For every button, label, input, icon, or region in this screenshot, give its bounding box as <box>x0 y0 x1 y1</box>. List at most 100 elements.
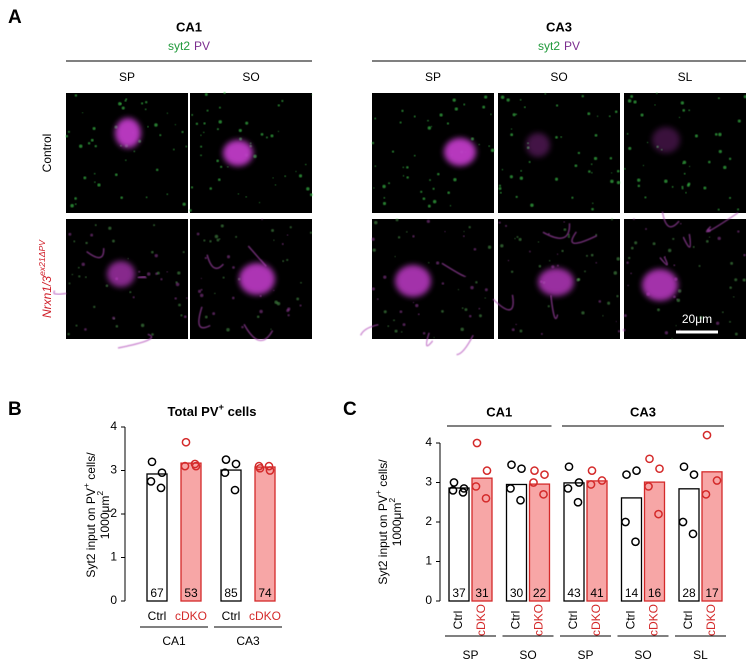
y-axis-label-part: 2 <box>387 498 397 503</box>
fiber <box>425 332 434 347</box>
speck <box>67 332 70 336</box>
speck <box>180 314 183 317</box>
speck <box>309 193 313 197</box>
x-tick-label: cDKO <box>474 604 488 636</box>
speck <box>729 320 731 323</box>
speck <box>140 323 145 328</box>
speck <box>444 230 446 233</box>
data-point <box>586 480 596 489</box>
speck <box>374 165 377 167</box>
speck <box>511 328 515 332</box>
speck <box>484 288 488 292</box>
data-point <box>645 454 654 464</box>
speck <box>281 243 284 246</box>
speck <box>737 208 740 211</box>
speck <box>681 185 684 188</box>
speck <box>90 138 94 142</box>
speck <box>371 237 375 241</box>
speck <box>231 296 235 300</box>
speck <box>94 224 97 227</box>
speck <box>415 303 419 308</box>
data-point <box>574 478 584 487</box>
micrograph <box>492 218 621 339</box>
speck <box>482 105 486 109</box>
bar <box>643 481 666 602</box>
speck <box>218 106 221 109</box>
speck <box>204 315 208 319</box>
speck <box>555 104 559 107</box>
speck <box>245 196 247 198</box>
speck <box>729 286 732 289</box>
speck <box>212 312 216 316</box>
x-tick-label: Ctrl <box>148 609 167 623</box>
y-tick-label: 2 <box>110 506 117 520</box>
speck <box>478 307 481 310</box>
speck <box>630 95 634 98</box>
speck <box>733 296 735 298</box>
layer-label: SL <box>693 648 708 662</box>
speck <box>581 95 584 98</box>
speck <box>120 196 123 199</box>
speck <box>430 125 433 128</box>
speck <box>656 92 658 94</box>
speck <box>682 162 684 165</box>
speck <box>220 165 223 168</box>
speck <box>686 183 690 187</box>
y-tick-label: 4 <box>425 435 432 449</box>
bar <box>220 469 242 602</box>
speck <box>623 314 627 318</box>
speck <box>85 241 88 245</box>
speck <box>406 176 409 179</box>
speck <box>628 256 631 260</box>
data-point <box>530 466 539 475</box>
y-tick-label: 0 <box>110 593 117 607</box>
speck <box>105 284 109 288</box>
speck <box>422 331 426 335</box>
data-point <box>458 488 468 497</box>
layer-label: SP <box>119 70 135 84</box>
speck <box>121 106 125 110</box>
data-point <box>573 497 583 507</box>
n-label: 30 <box>510 586 524 600</box>
speck <box>299 304 302 307</box>
speck <box>510 270 514 274</box>
speck <box>577 278 581 281</box>
speck <box>528 161 531 164</box>
speck <box>387 325 390 328</box>
speck <box>295 170 297 173</box>
speck <box>734 332 738 336</box>
speck <box>155 168 159 172</box>
group-label: CA3 <box>236 634 260 648</box>
speck <box>563 228 567 232</box>
speck <box>498 187 502 190</box>
speck <box>270 134 274 138</box>
speck <box>488 145 491 147</box>
bar <box>471 477 493 602</box>
speck <box>657 308 660 312</box>
speck <box>417 313 420 316</box>
speck <box>93 305 96 309</box>
speck <box>373 187 375 189</box>
speck <box>449 204 452 207</box>
data-point <box>157 468 167 478</box>
data-point <box>597 476 607 485</box>
speck <box>259 294 262 298</box>
speck <box>181 130 184 134</box>
speck <box>259 309 263 314</box>
speck <box>707 160 711 164</box>
speck <box>463 230 465 233</box>
speck <box>258 202 261 204</box>
speck <box>630 272 632 275</box>
speck <box>189 209 192 212</box>
speck <box>692 246 695 249</box>
speck <box>688 165 691 168</box>
speck <box>718 132 722 137</box>
speck <box>718 149 722 154</box>
speck <box>640 113 644 117</box>
speck <box>199 293 204 298</box>
speck <box>286 234 289 236</box>
speck <box>73 240 76 243</box>
speck <box>717 236 721 241</box>
speck <box>645 228 647 230</box>
speck <box>400 331 403 333</box>
